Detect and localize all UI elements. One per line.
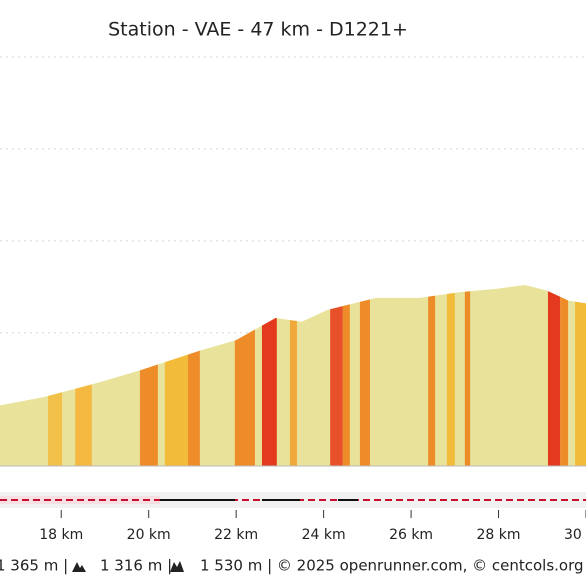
gradient-segment — [188, 284, 200, 466]
gradient-segment — [547, 284, 561, 466]
gradient-segment — [75, 284, 92, 466]
x-tick-label: 20 km — [127, 527, 171, 543]
gradient-segment — [164, 284, 189, 466]
x-tick-label: 30 km — [564, 527, 586, 543]
gradient-segment — [464, 284, 471, 466]
gradient-segment — [446, 284, 455, 466]
footer-text: 1 316 m | — [100, 557, 172, 575]
gradient-segment — [48, 284, 63, 466]
x-tick-label: 28 km — [477, 527, 521, 543]
gradient-segment — [234, 284, 255, 466]
x-tick-label: 26 km — [389, 527, 433, 543]
x-axis: 18 km 20 km 22 km 24 km 26 km 28 km 30 km — [39, 510, 586, 543]
road-strip — [0, 492, 586, 508]
x-tick-label: 18 km — [39, 527, 83, 543]
footer-text: 1 365 m | — [0, 557, 68, 575]
gradient-segment — [359, 284, 370, 466]
footer-text: 1 530 m | © 2025 openrunner.com, © centc… — [200, 557, 584, 575]
icon-descent — [170, 561, 184, 572]
plot — [0, 284, 586, 467]
gradient-segment — [289, 284, 297, 466]
icon-ascent — [72, 562, 86, 572]
gradient-segment — [330, 284, 343, 466]
footer: 1 365 m | 1 316 m | 1 530 m | © 2025 ope… — [0, 557, 584, 575]
chart-title: Station - VAE - 47 km - D1221+ — [108, 19, 408, 41]
gradient-segment — [560, 284, 569, 466]
gradient-segment — [428, 284, 436, 466]
gradient-segment — [575, 284, 586, 466]
gradient-segment — [261, 284, 277, 466]
x-tick-label: 24 km — [302, 527, 346, 543]
gradient-segment — [139, 284, 158, 466]
x-tick-label: 22 km — [214, 527, 258, 543]
gradient-segment — [342, 284, 350, 466]
